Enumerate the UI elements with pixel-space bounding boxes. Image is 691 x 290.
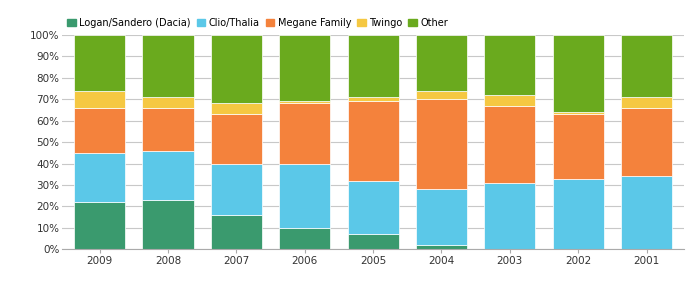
Bar [621,35,672,97]
Bar [348,97,399,101]
Bar [484,95,536,106]
Bar [211,164,262,215]
Bar [348,101,399,181]
Bar [348,181,399,234]
Bar [142,35,193,97]
Bar [74,90,125,108]
Bar [279,228,330,249]
Bar [553,179,604,249]
Bar [416,245,467,249]
Bar [211,35,262,104]
Bar [348,234,399,249]
Bar [142,200,193,249]
Bar [416,99,467,189]
Bar [621,97,672,108]
Bar [279,35,330,101]
Bar [74,35,125,90]
Bar [348,35,399,97]
Bar [416,35,467,90]
Bar [142,97,193,108]
Bar [279,164,330,228]
Bar [142,151,193,200]
Bar [553,35,604,112]
Bar [211,215,262,249]
Bar [484,183,536,249]
Bar [484,35,536,95]
Bar [74,108,125,153]
Bar [279,101,330,104]
Bar [416,90,467,99]
Bar [553,114,604,179]
Bar [279,104,330,164]
Bar [211,104,262,114]
Bar [211,114,262,164]
Legend: Logan/Sandero (Dacia), Clio/Thalia, Megane Family, Twingo, Other: Logan/Sandero (Dacia), Clio/Thalia, Mega… [67,18,448,28]
Bar [74,153,125,202]
Bar [621,176,672,249]
Bar [416,189,467,245]
Bar [484,106,536,183]
Bar [553,112,604,114]
Bar [74,202,125,249]
Bar [142,108,193,151]
Bar [621,108,672,176]
